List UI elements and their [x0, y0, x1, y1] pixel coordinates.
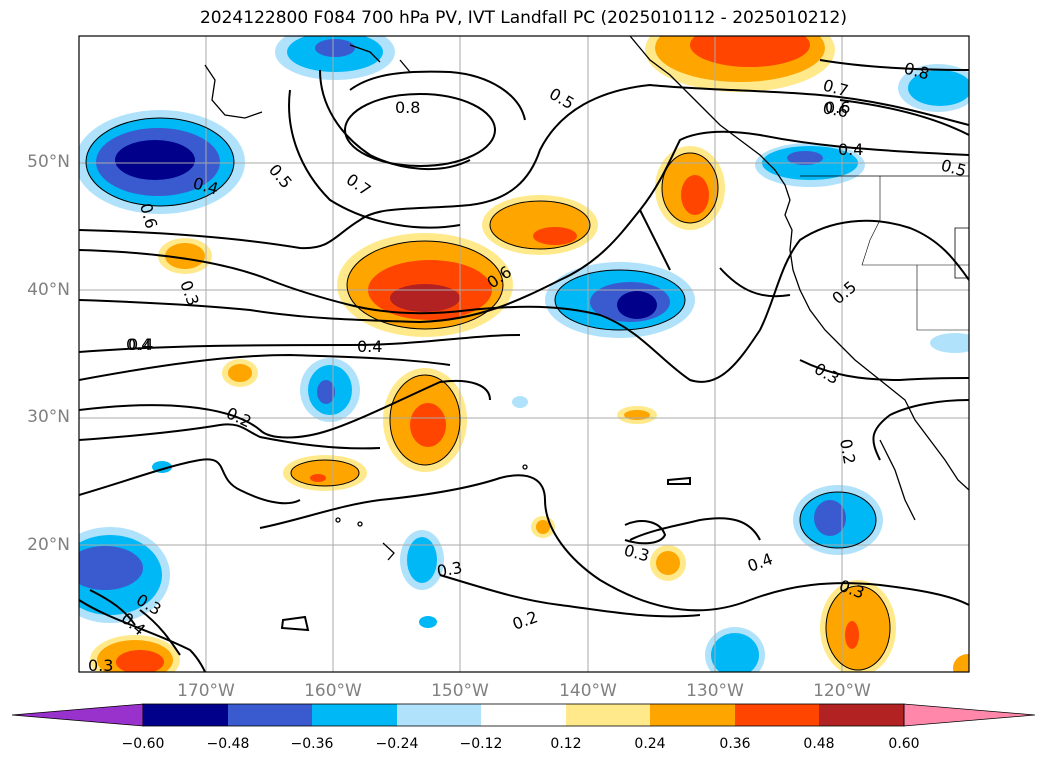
contour-label: 0.3: [622, 541, 652, 566]
colorbar-tick-label: 0.36: [719, 736, 751, 752]
colorbar-extend-low: [11, 703, 144, 727]
colorbar-tick-label: −0.24: [375, 736, 419, 752]
contour-label: 0.5: [939, 156, 969, 181]
contour-label: 0.6: [821, 98, 849, 121]
colorbar-swatch: [228, 704, 312, 726]
colorbar-tick-label: 0.48: [803, 736, 835, 752]
contour-label: 0.4: [357, 337, 382, 356]
figure-title: 2024122800 F084 700 hPa PV, IVT Landfall…: [199, 8, 847, 28]
contour-label: 0.5: [828, 277, 860, 308]
contour-label: 0.4: [128, 335, 153, 354]
contour-label: 0.7: [343, 170, 375, 200]
contour-label: 0.4: [126, 335, 151, 354]
contour-label: 0.5: [546, 84, 578, 113]
lat-label: 40°N: [27, 280, 70, 300]
colorbar: [11, 703, 1036, 727]
colorbar-extend-high: [903, 703, 1036, 727]
colorbar-tick-label: 0.12: [550, 736, 582, 752]
lon-label: 120°W: [813, 681, 871, 701]
colorbar-tick-label: −0.48: [206, 736, 250, 752]
colorbar-swatch: [481, 704, 566, 726]
contour-label: 0.3: [811, 359, 843, 388]
lon-label: 140°W: [559, 681, 617, 701]
contour-label: 0.6: [825, 98, 850, 117]
contour-label: 0.2: [223, 403, 254, 431]
colorbar-swatch: [650, 704, 735, 726]
lon-label: 130°W: [686, 681, 744, 701]
shade-outlines: [85, 117, 891, 671]
contour-label: 0.3: [435, 558, 463, 581]
shaded-anomalies: [79, 36, 969, 672]
colorbar-tick-label: 0.24: [634, 736, 666, 752]
lon-label: 160°W: [304, 681, 362, 701]
lat-label: 20°N: [27, 535, 70, 555]
contour-label: 0.4: [838, 140, 863, 159]
colorbar-tick-label: −0.12: [459, 736, 503, 752]
contour-label: 0.5: [265, 160, 296, 192]
colorbar-swatch: [397, 704, 481, 726]
colorbar-tick-label: −0.36: [290, 736, 334, 752]
contour-label: 0.7: [821, 76, 851, 101]
colorbar-tick-label: 0.60: [888, 736, 920, 752]
contour-label: 0.2: [510, 607, 540, 634]
coastlines: [204, 36, 969, 561]
colorbar-swatch: [143, 704, 228, 726]
colorbar-swatch: [312, 704, 397, 726]
contour-label: 0.2: [836, 437, 859, 465]
contour-label: 0.4: [745, 549, 775, 576]
colorbar-swatch: [819, 704, 904, 726]
lat-label: 50°N: [27, 152, 70, 172]
colorbar-swatch: [735, 704, 819, 726]
contour-label: 0.8: [395, 98, 420, 117]
contour-label-layer: 0.8 0.5 0.5 0.7 0.6 0.4 0.6 0.6 0.3 0.4 …: [88, 59, 968, 675]
colorbar-tick-label: −0.60: [121, 736, 165, 752]
colorbar-swatch: [566, 704, 650, 726]
lon-label: 150°W: [431, 681, 489, 701]
contour-label: 0.3: [88, 656, 113, 675]
lon-label: 170°W: [177, 681, 235, 701]
lat-label: 30°N: [27, 407, 70, 427]
map-frame: [78, 35, 970, 673]
pv-contours: [79, 59, 969, 672]
graticule: [79, 36, 969, 672]
